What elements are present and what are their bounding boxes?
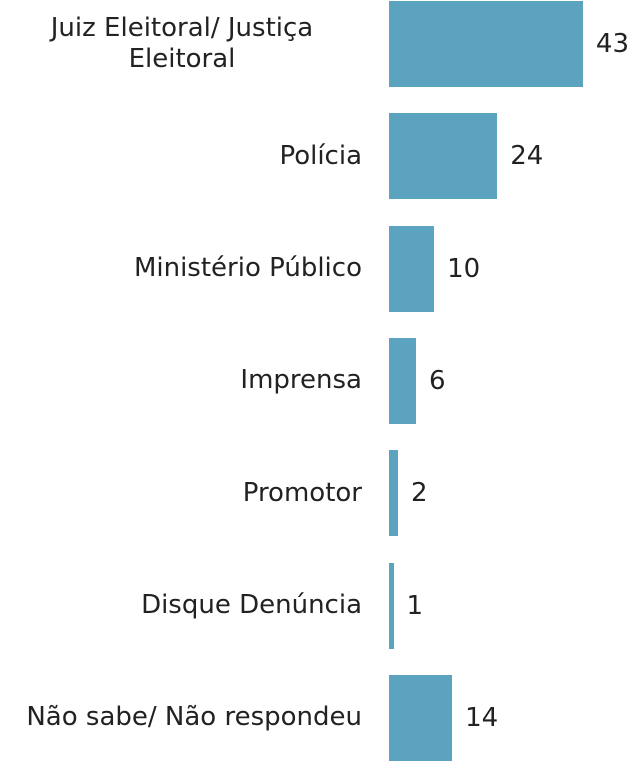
label-wrap: Ministério Público xyxy=(2,226,362,312)
label-wrap: Polícia xyxy=(2,113,362,199)
category-label: Juiz Eleitoral/ Justiça Eleitoral xyxy=(50,13,314,74)
value-label: 43 xyxy=(595,29,630,59)
bar xyxy=(389,337,417,424)
bar xyxy=(389,225,435,312)
label-wrap: Promotor xyxy=(2,450,362,536)
value-label: 24 xyxy=(510,141,544,172)
category-label: Promotor xyxy=(242,477,362,508)
bar-row: Imprensa 6 xyxy=(0,337,636,424)
bar xyxy=(389,113,498,200)
value-label: 2 xyxy=(411,478,428,509)
value-label: 1 xyxy=(406,590,424,621)
label-wrap: Imprensa xyxy=(2,338,362,424)
category-label: Polícia xyxy=(279,140,362,171)
label-wrap: Juiz Eleitoral/ Justiça Eleitoral xyxy=(2,1,362,87)
label-wrap: Não sabe/ Não respondeu xyxy=(2,675,362,761)
bar-row: Juiz Eleitoral/ Justiça Eleitoral 43 xyxy=(0,1,636,87)
category-label: Imprensa xyxy=(240,365,362,396)
bar xyxy=(389,562,394,649)
value-label: 10 xyxy=(447,253,481,284)
bar-row: Disque Denúncia 1 xyxy=(0,562,636,649)
category-label: Ministério Público xyxy=(133,253,362,284)
bar xyxy=(389,1,583,87)
value-label: 14 xyxy=(465,702,499,733)
category-label: Não sabe/ Não respondeu xyxy=(26,702,362,733)
bar-row: Ministério Público 10 xyxy=(0,225,636,312)
value-label: 6 xyxy=(429,365,446,396)
bar-row: Polícia 24 xyxy=(0,113,636,200)
category-label: Disque Denúncia xyxy=(141,590,362,620)
bar xyxy=(389,450,399,537)
bar-row: Não sabe/ Não respondeu 14 xyxy=(0,674,636,761)
bar-row: Promotor 2 xyxy=(0,450,636,537)
label-wrap: Disque Denúncia xyxy=(2,563,362,649)
bar xyxy=(389,674,453,761)
